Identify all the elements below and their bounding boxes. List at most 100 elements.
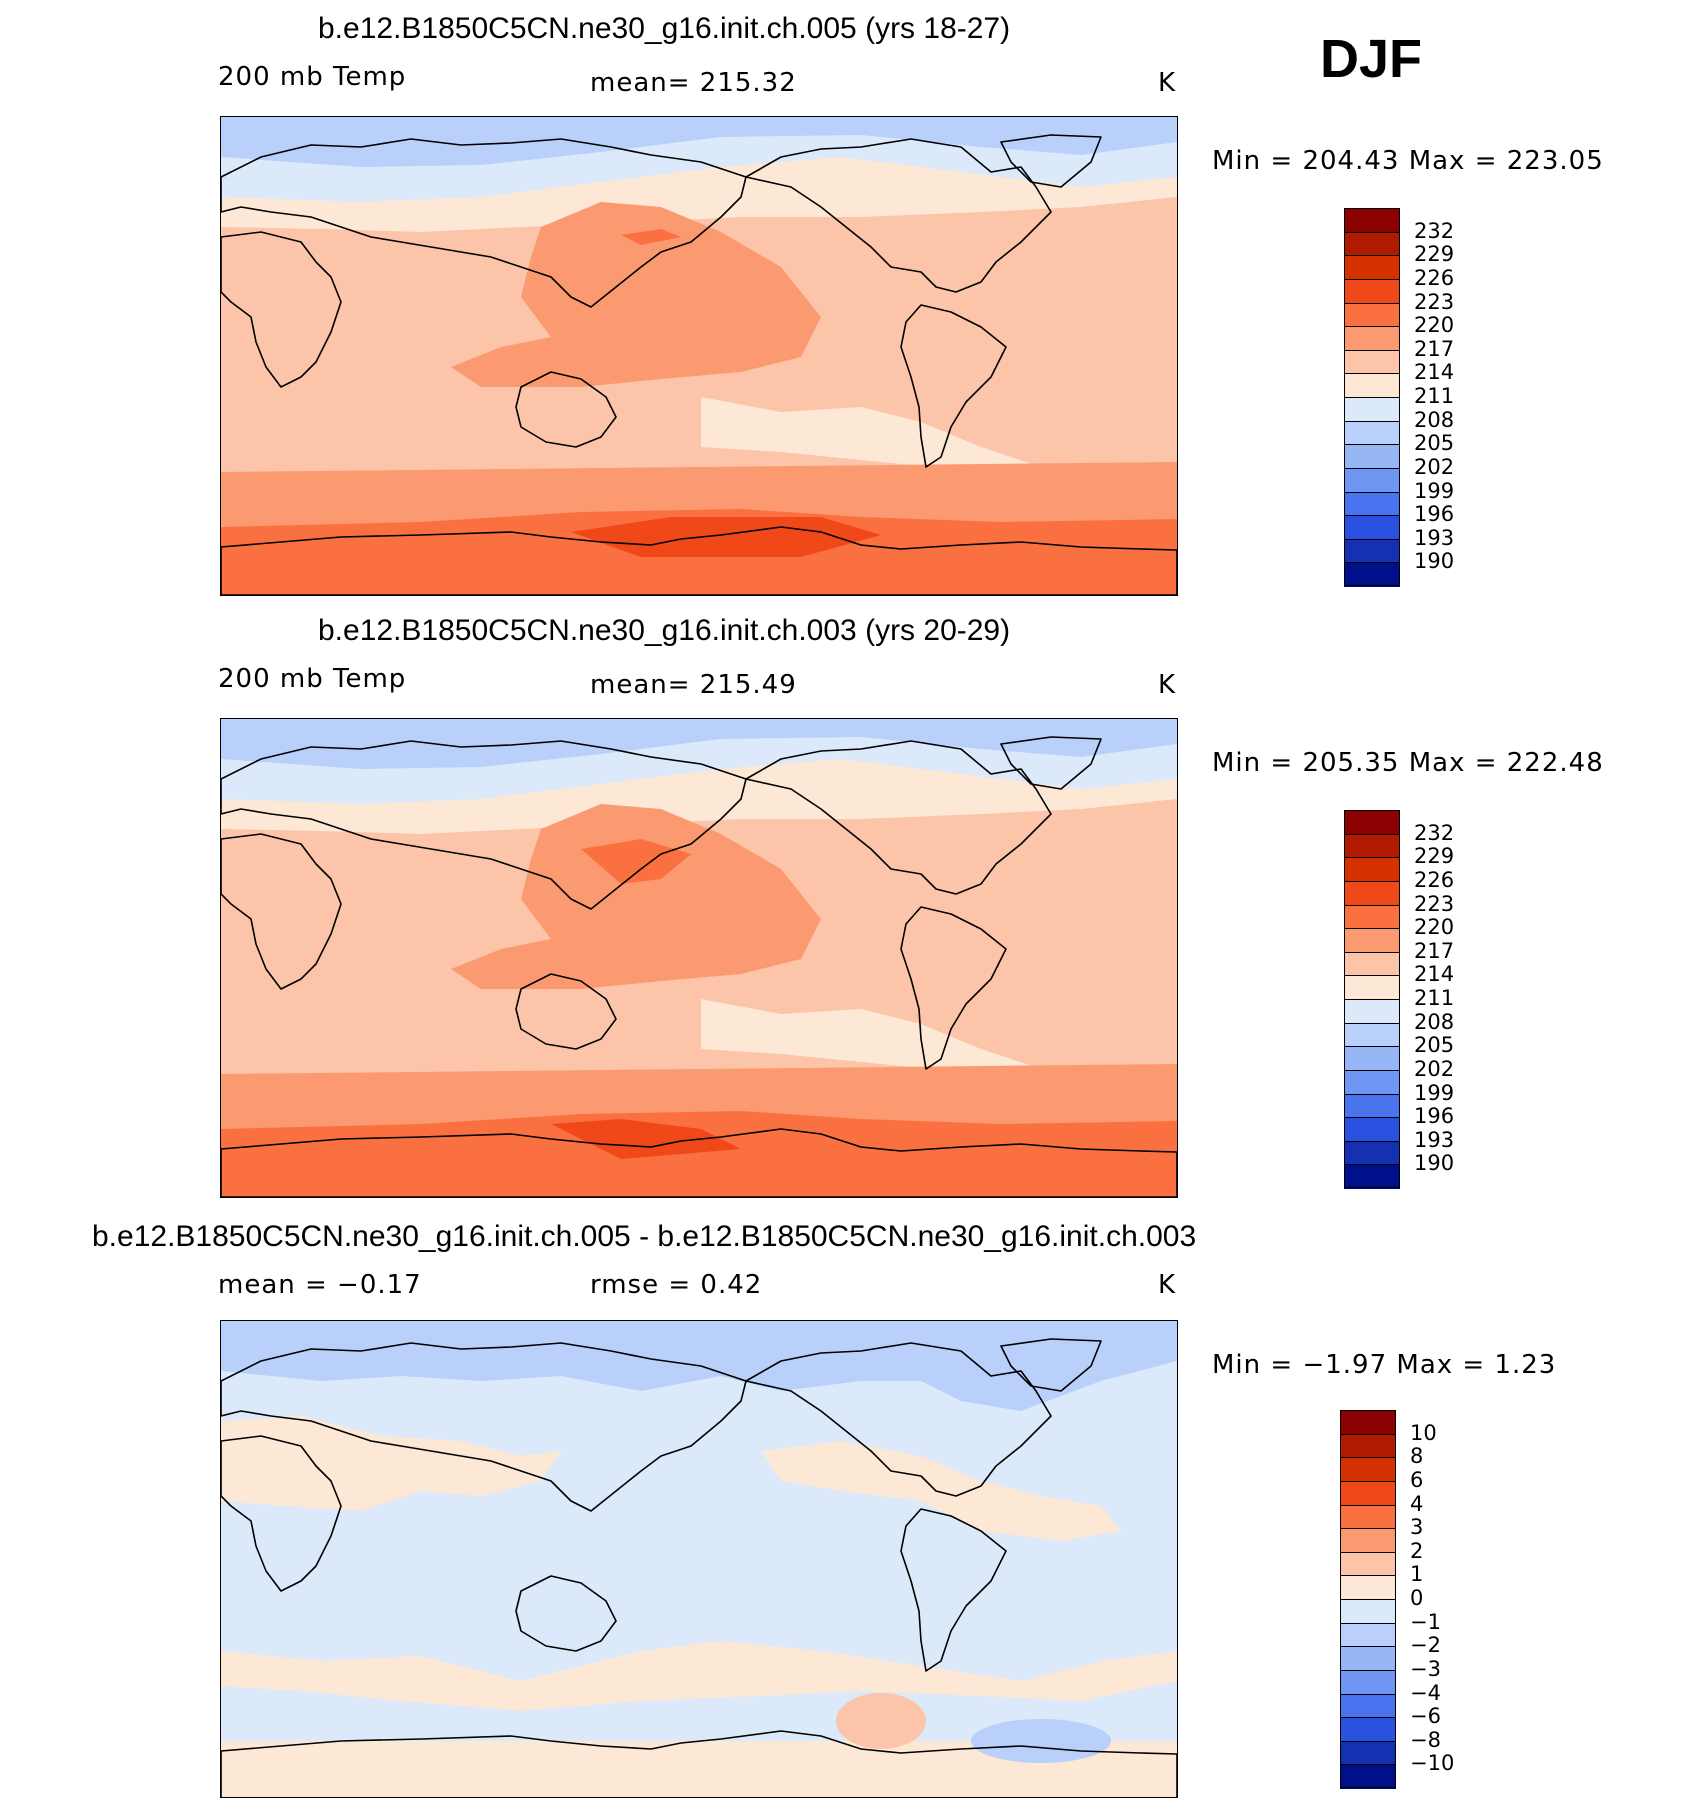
colorbar-tick-label: 3 — [1410, 1515, 1424, 1540]
colorbar-swatch — [1344, 373, 1400, 398]
colorbar-swatch — [1344, 538, 1400, 563]
coastline — [515, 1575, 617, 1652]
colorbar-divider — [1344, 1022, 1400, 1024]
panel-2-minmax-label: Min = 205.35 Max = 222.48 — [1212, 748, 1604, 778]
panel-2-mean-label: mean= 215.49 — [590, 670, 797, 700]
coastline — [221, 526, 1177, 595]
colorbar-divider — [1344, 1117, 1400, 1119]
colorbar-divider — [1344, 1164, 1400, 1166]
colorbar-tick-label: 10 — [1410, 1420, 1437, 1445]
colorbar-tick-label: 6 — [1410, 1467, 1424, 1492]
colorbar-swatch — [1340, 1646, 1396, 1671]
colorbar-divider — [1344, 397, 1400, 398]
panel-1-minmax-label: Min = 204.43 Max = 223.05 — [1212, 146, 1604, 176]
colorbar-tick-label: 232 — [1414, 218, 1455, 243]
colorbar-tick-label: 193 — [1414, 525, 1455, 550]
colorbar-divider — [1344, 231, 1400, 233]
colorbar-swatch — [1344, 515, 1400, 540]
colorbar-swatch — [1344, 208, 1400, 233]
colorbar-tick-label: 202 — [1414, 1056, 1455, 1081]
field-contour-band — [551, 1119, 741, 1159]
colorbar-swatch — [1344, 1117, 1400, 1142]
colorbar-divider — [1344, 349, 1400, 351]
colorbar-tick-label: 220 — [1414, 313, 1455, 338]
colorbar-swatch — [1344, 1069, 1400, 1094]
colorbar-divider — [1344, 951, 1400, 953]
panel-1-title: b.e12.B1850C5CN.ne30_g16.init.ch.005 (yr… — [318, 12, 1011, 45]
field-contour-band — [451, 202, 821, 387]
colorbar-divider — [1340, 1599, 1396, 1600]
field-contour-band — [701, 397, 1041, 472]
coastline — [1000, 134, 1102, 188]
coastline — [221, 1342, 747, 1512]
field-contour-band — [581, 839, 691, 884]
colorbar-swatch — [1344, 928, 1400, 953]
colorbar-swatch — [1340, 1480, 1396, 1505]
field-contour-band — [621, 229, 681, 245]
colorbar-frame — [1344, 208, 1400, 586]
colorbar-swatch — [1344, 975, 1400, 1000]
colorbar-divider — [1340, 1504, 1396, 1506]
colorbar-tick-label: −8 — [1410, 1727, 1441, 1752]
colorbar-tick-label: 199 — [1414, 478, 1455, 503]
colorbar-tick-label: 190 — [1414, 1151, 1455, 1176]
colorbar-tick-label: 214 — [1414, 962, 1455, 987]
field-contour-band — [701, 999, 1041, 1074]
colorbar-swatch — [1340, 1669, 1396, 1694]
coastline — [221, 1128, 1177, 1197]
panel-1-units-label: K — [1158, 68, 1177, 98]
colorbar-swatch — [1344, 467, 1400, 492]
colorbar-swatch — [1340, 1717, 1396, 1742]
colorbar-tick-label: 208 — [1414, 1009, 1455, 1034]
panel-2-colorbar: 232 229 226 223 220 217 214 211 208 205 202 199 196 1… — [1344, 810, 1504, 1189]
colorbar-swatch — [1340, 1693, 1396, 1718]
field-positive-band — [221, 1741, 1177, 1797]
coastline — [1000, 736, 1102, 790]
colorbar-tick-label: −3 — [1410, 1656, 1441, 1681]
colorbar-swatch — [1344, 326, 1400, 351]
colorbar-swatch — [1340, 1504, 1396, 1529]
panel-2-map — [220, 718, 1178, 1198]
colorbar-divider — [1344, 278, 1400, 280]
field-positive-patch — [836, 1693, 926, 1749]
coastline — [900, 304, 1007, 468]
colorbar-divider — [1344, 1069, 1400, 1071]
coastline — [745, 740, 1052, 895]
colorbar-divider — [1344, 491, 1400, 493]
colorbar-divider — [1344, 255, 1400, 257]
colorbar-tick-label: 1 — [1410, 1562, 1424, 1587]
colorbar-swatch — [1344, 1093, 1400, 1118]
colorbar-tick-label: 196 — [1414, 1104, 1455, 1129]
colorbar-tick-label: 226 — [1414, 867, 1455, 892]
colorbar-swatch — [1344, 904, 1400, 929]
coastline — [221, 833, 342, 990]
colorbar-swatch — [1340, 1575, 1396, 1600]
colorbar-tick-label: −6 — [1410, 1704, 1441, 1729]
colorbar-divider — [1344, 904, 1400, 906]
colorbar-swatch — [1344, 420, 1400, 445]
colorbar-tick-label: −2 — [1410, 1633, 1441, 1658]
colorbar-divider — [1344, 1093, 1400, 1095]
panel-3-title: b.e12.B1850C5CN.ne30_g16.init.ch.005 - b… — [92, 1220, 1197, 1253]
coastline — [221, 231, 342, 388]
colorbar-tick-label: 211 — [1414, 384, 1455, 408]
colorbar-tick-label: 196 — [1414, 502, 1455, 527]
coastline — [900, 906, 1007, 1070]
colorbar-tick-label: 205 — [1414, 1033, 1455, 1058]
colorbar-divider — [1340, 1669, 1396, 1671]
colorbar-tick-label: 8 — [1410, 1444, 1424, 1469]
panel-1-map — [220, 116, 1178, 596]
colorbar-divider — [1340, 1433, 1396, 1435]
colorbar-swatch — [1340, 1551, 1396, 1576]
colorbar-tick-label: 211 — [1414, 986, 1455, 1010]
colorbar-tick-label: −4 — [1410, 1680, 1441, 1705]
colorbar-frame — [1340, 1410, 1396, 1788]
colorbar-swatch — [1344, 231, 1400, 256]
colorbar-swatch — [1344, 857, 1400, 882]
colorbar-divider — [1344, 857, 1400, 859]
colorbar-tick-label: 0 — [1410, 1586, 1424, 1610]
colorbar-swatch — [1340, 1457, 1396, 1482]
colorbar-swatch — [1344, 491, 1400, 516]
colorbar-tick-label: 202 — [1414, 454, 1455, 479]
colorbar-divider — [1344, 515, 1400, 517]
